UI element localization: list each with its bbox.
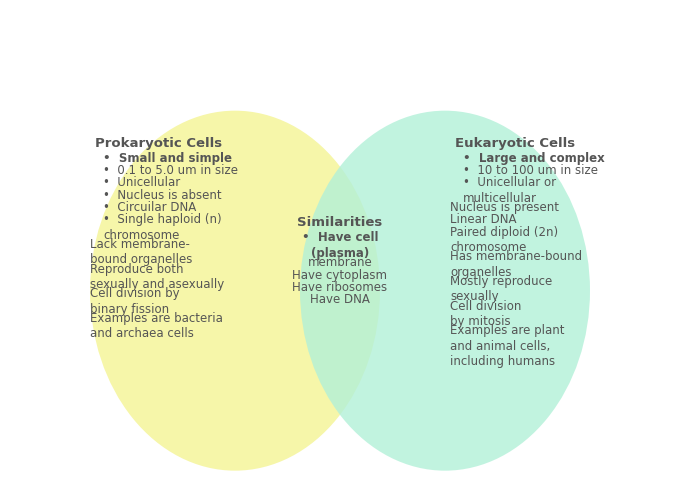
Text: •  Nucleus is absent: • Nucleus is absent: [103, 189, 222, 202]
Text: •  Have cell
(plasma): • Have cell (plasma): [302, 231, 378, 260]
Text: Lack membrane-
bound organelles: Lack membrane- bound organelles: [90, 238, 192, 266]
Text: •  Unicellular or
multicellular: • Unicellular or multicellular: [463, 176, 556, 205]
Text: Have cytoplasm: Have cytoplasm: [293, 268, 388, 282]
Text: •  Small and simple: • Small and simple: [103, 152, 232, 165]
Text: Eukaryotic Cells: Eukaryotic Cells: [455, 137, 575, 150]
Text: Linear DNA: Linear DNA: [450, 214, 517, 227]
Text: Examples are bacteria
and archaea cells: Examples are bacteria and archaea cells: [90, 312, 223, 340]
Text: Prokaryotic and Eukaryotic Cells Venn Diagram: Prokaryotic and Eukaryotic Cells Venn Di…: [0, 30, 700, 56]
Text: Has membrane-bound
organelles: Has membrane-bound organelles: [450, 250, 582, 279]
Text: •  Unicellular: • Unicellular: [103, 176, 181, 189]
Text: Paired diploid (2n)
chromosome: Paired diploid (2n) chromosome: [450, 226, 558, 254]
Ellipse shape: [90, 111, 380, 471]
Text: •  Large and complex: • Large and complex: [463, 152, 605, 165]
Text: Cell division
by mitosis: Cell division by mitosis: [450, 299, 522, 328]
Text: membrane: membrane: [307, 256, 372, 269]
Text: Have ribosomes: Have ribosomes: [293, 281, 388, 294]
Text: •  Circuilar DNA: • Circuilar DNA: [103, 201, 196, 214]
Text: •  10 to 100 um in size: • 10 to 100 um in size: [463, 164, 598, 177]
Text: Prokaryotic Cells: Prokaryotic Cells: [95, 137, 222, 150]
Text: Examples are plant
and animal cells,
including humans: Examples are plant and animal cells, inc…: [450, 324, 564, 368]
Ellipse shape: [300, 111, 590, 471]
Text: Nucleus is present: Nucleus is present: [450, 201, 559, 214]
Text: Mostly reproduce
sexually: Mostly reproduce sexually: [450, 275, 552, 303]
Text: Cell division by
binary fission: Cell division by binary fission: [90, 287, 180, 316]
Text: •  0.1 to 5.0 um in size: • 0.1 to 5.0 um in size: [103, 164, 238, 177]
Text: •  Single haploid (n)
chromosome: • Single haploid (n) chromosome: [103, 214, 222, 242]
Text: Reproduce both
sexually and asexually: Reproduce both sexually and asexually: [90, 262, 224, 291]
Text: Have DNA: Have DNA: [310, 293, 370, 306]
Text: Similarities: Similarities: [298, 216, 383, 229]
